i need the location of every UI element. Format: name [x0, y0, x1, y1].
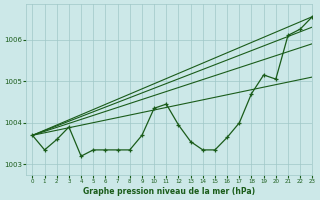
X-axis label: Graphe pression niveau de la mer (hPa): Graphe pression niveau de la mer (hPa) — [83, 187, 255, 196]
